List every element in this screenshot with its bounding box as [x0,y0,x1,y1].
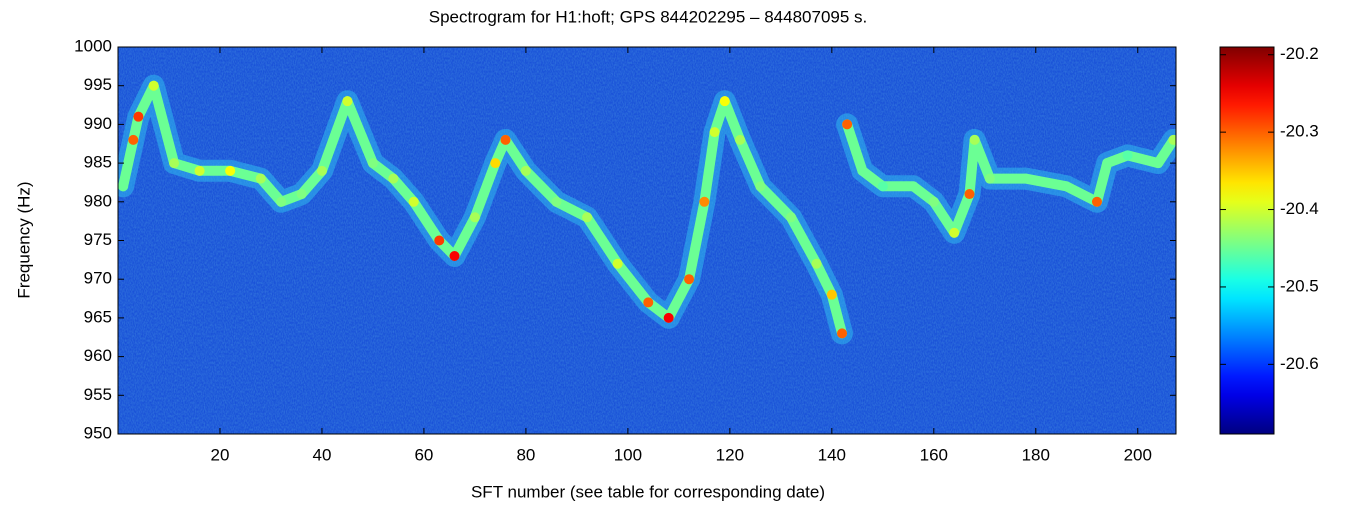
track-point [811,258,822,269]
colorbar [1219,46,1275,435]
noise-texture [118,47,1176,434]
track-point [551,196,562,207]
track-point [148,80,159,91]
track-point [469,212,480,223]
track-point [969,134,980,145]
track-point [316,165,327,176]
track-point [949,227,960,238]
y-tick-label: 1000 [74,36,112,55]
track-point [296,189,307,200]
x-tick-label: 140 [818,445,846,464]
track-point [857,165,868,176]
y-axis-label: Frequency (Hz) [14,181,33,298]
colorbar-tick-label: -20.6 [1280,354,1319,373]
track-point [118,181,129,192]
track-point [582,212,593,223]
track-point [276,196,287,207]
track-point [928,196,939,207]
y-tick-label: 980 [84,191,112,210]
track-point [643,297,654,308]
track-point [1153,158,1164,169]
track-point [984,173,995,184]
track-point [1122,150,1133,161]
track-point [342,96,353,107]
colorbar-tick-label: -20.5 [1280,276,1319,295]
x-tick-label: 60 [414,445,433,464]
y-tick-label: 960 [84,346,112,365]
x-tick-label: 120 [716,445,744,464]
x-tick-label: 180 [1022,445,1050,464]
track-point [786,212,797,223]
track-point [908,181,919,192]
track-point [408,196,419,207]
track-point [449,250,460,261]
track-point [520,165,531,176]
y-tick-label: 970 [84,269,112,288]
track-point [837,328,848,339]
x-tick-label: 160 [920,445,948,464]
y-tick-label: 965 [84,307,112,326]
chart-title: Spectrogram for H1:hoft; GPS 844202295 –… [429,7,868,26]
colorbar-tick-label: -20.3 [1280,122,1319,141]
y-tick-label: 990 [84,114,112,133]
track-point [842,119,853,130]
track-point [709,127,720,138]
track-point [755,181,766,192]
colorbar-tick-label: -20.2 [1280,44,1319,63]
y-tick-label: 955 [84,385,112,404]
track-point [877,181,888,192]
colorbar-tick-label: -20.4 [1280,199,1319,218]
track-point [612,258,623,269]
track-point [964,189,975,200]
x-axis-label: SFT number (see table for corresponding … [471,482,825,501]
track-point [1091,196,1102,207]
track-point [388,173,399,184]
track-point [1168,134,1176,145]
x-tick-label: 20 [211,445,230,464]
track-point [128,134,139,145]
track-point [194,165,205,176]
y-tick-label: 975 [84,230,112,249]
track [118,80,1176,339]
track-point [684,274,695,285]
x-tick-label: 200 [1124,445,1152,464]
track-point [663,312,674,323]
track-point [434,235,445,246]
x-tick-label: 100 [614,445,642,464]
track-point [735,134,746,145]
track-point [133,111,144,122]
track-point [719,96,730,107]
track-point [490,158,501,169]
y-tick-label: 950 [84,423,112,442]
track-point [255,173,266,184]
track-point [169,158,180,169]
y-tick-label: 995 [84,75,112,94]
x-tick-label: 40 [312,445,331,464]
track-point [500,134,511,145]
track-point [225,165,236,176]
track-point [367,158,378,169]
x-tick-label: 80 [516,445,535,464]
track-point [1061,181,1072,192]
y-tick-label: 985 [84,153,112,172]
track-point [1020,173,1031,184]
track-point [1102,158,1113,169]
track-point [826,289,837,300]
track-point [699,196,710,207]
plot-area [118,74,1176,345]
